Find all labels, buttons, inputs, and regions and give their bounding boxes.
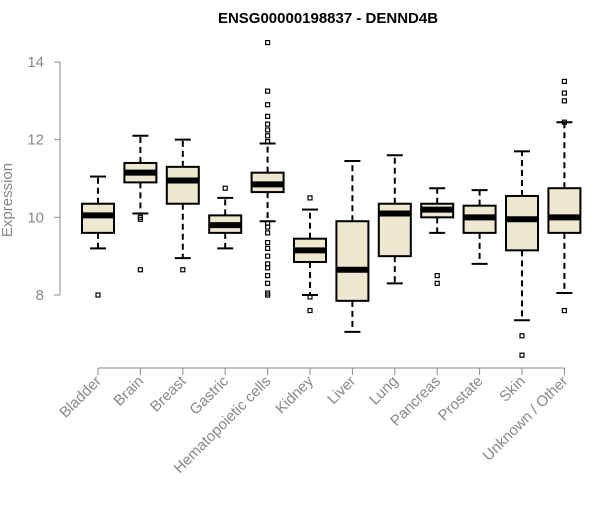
outlier-point bbox=[561, 307, 568, 314]
outlier-point bbox=[434, 280, 440, 286]
boxes bbox=[81, 39, 582, 358]
outlier-point bbox=[519, 352, 525, 358]
outlier-point bbox=[307, 294, 313, 300]
outlier-point bbox=[265, 224, 271, 230]
outlier-point bbox=[561, 90, 568, 96]
outlier-point bbox=[265, 239, 271, 246]
outlier-point bbox=[137, 216, 143, 222]
outlier-point bbox=[434, 272, 440, 279]
box-group bbox=[81, 175, 115, 298]
outlier-point bbox=[265, 245, 271, 251]
box-group bbox=[335, 160, 370, 333]
y-axis-label: Expression bbox=[0, 163, 16, 237]
outlier-point bbox=[561, 78, 568, 85]
box-group bbox=[123, 134, 158, 273]
axes: 8 10 12 14 bbox=[27, 54, 565, 369]
outlier-point bbox=[561, 119, 568, 125]
category-label: Breast bbox=[147, 372, 190, 415]
category-label: Lung bbox=[366, 373, 402, 409]
outlier-point bbox=[265, 88, 271, 94]
outlier-point bbox=[265, 292, 271, 298]
outlier-point bbox=[307, 307, 313, 314]
y-tick-label: 14 bbox=[27, 54, 44, 71]
category-label: Liver bbox=[324, 373, 359, 408]
box-iqr bbox=[165, 165, 200, 205]
outlier-point bbox=[307, 195, 313, 201]
outlier-point bbox=[137, 267, 143, 273]
outlier-point bbox=[519, 333, 525, 339]
outlier-point bbox=[265, 253, 271, 259]
outlier-point bbox=[265, 272, 271, 279]
outlier-point bbox=[561, 98, 568, 104]
outlier-point bbox=[95, 292, 101, 298]
box-iqr bbox=[335, 220, 370, 302]
box-group bbox=[547, 78, 582, 314]
box-group bbox=[208, 185, 243, 250]
outlier-point bbox=[265, 102, 271, 108]
box-group bbox=[165, 138, 200, 273]
outlier-point bbox=[180, 267, 186, 273]
box-iqr bbox=[505, 194, 539, 252]
outlier-point bbox=[265, 230, 271, 236]
box-group bbox=[250, 39, 285, 298]
outlier-point bbox=[265, 265, 271, 271]
outlier-point bbox=[265, 121, 271, 127]
category-label: Kidney bbox=[272, 372, 317, 417]
outlier-point bbox=[265, 280, 271, 286]
category-label: Skin bbox=[496, 373, 529, 406]
box-group bbox=[505, 150, 539, 358]
y-tick-label: 8 bbox=[36, 287, 44, 304]
category-label: Bladder bbox=[56, 373, 105, 422]
y-tick-label: 12 bbox=[27, 132, 44, 149]
box-iqr bbox=[547, 187, 582, 234]
outlier-point bbox=[265, 133, 271, 139]
box-group bbox=[462, 189, 497, 265]
chart-title: ENSG00000198837 - DENND4B bbox=[218, 10, 438, 27]
box-group bbox=[293, 195, 327, 314]
outlier-point bbox=[265, 139, 271, 145]
outlier-point bbox=[265, 113, 271, 119]
outlier-point bbox=[222, 185, 228, 191]
y-tick-label: 10 bbox=[27, 209, 44, 226]
category-label: Prostate bbox=[435, 373, 487, 425]
box-group bbox=[377, 154, 412, 285]
outlier-point bbox=[265, 127, 271, 133]
outlier-point bbox=[265, 39, 271, 46]
category-label: Brain bbox=[110, 373, 147, 410]
box-group bbox=[420, 187, 455, 286]
